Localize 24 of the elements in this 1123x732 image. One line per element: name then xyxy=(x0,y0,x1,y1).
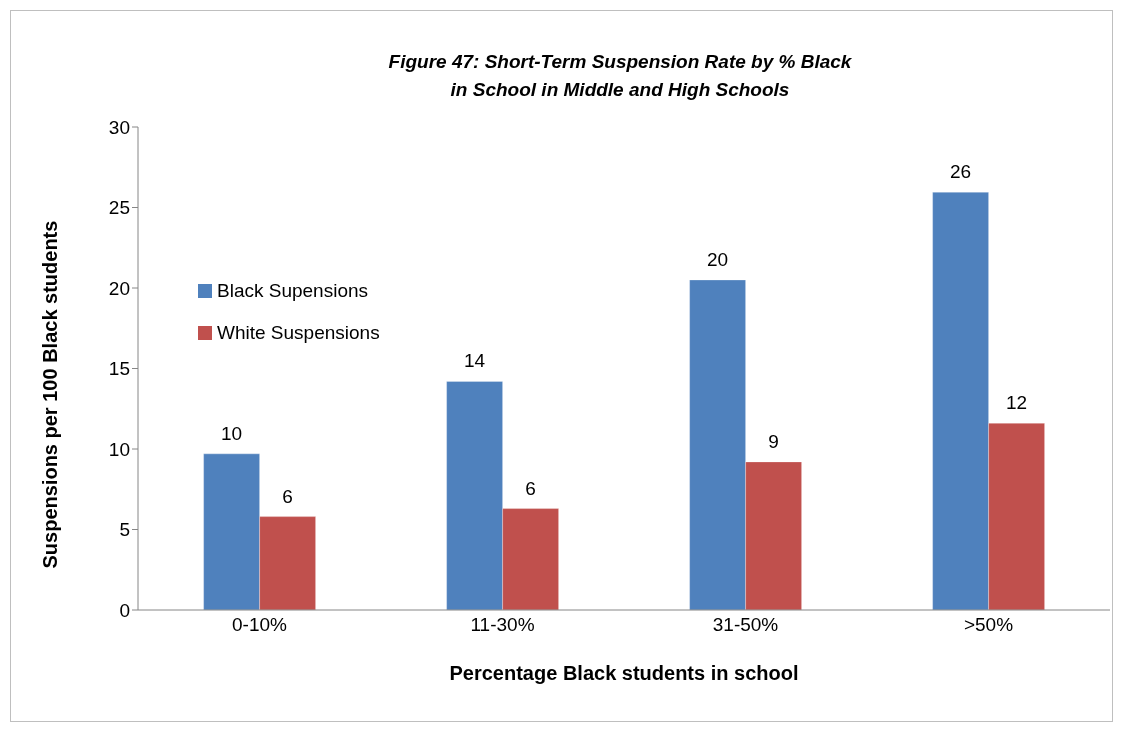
data-label: 12 xyxy=(1006,392,1028,414)
x-tick-label: 11-30% xyxy=(470,614,535,636)
x-tick-label: >50% xyxy=(963,614,1014,636)
y-tick-label: 5 xyxy=(119,519,130,541)
x-tick-label: 31-50% xyxy=(712,614,779,636)
legend-label: White Suspensions xyxy=(217,322,380,344)
y-tick-label: 10 xyxy=(108,438,130,460)
data-label: 26 xyxy=(950,161,972,183)
y-tick-label: 30 xyxy=(108,116,130,138)
data-label: 20 xyxy=(707,248,729,270)
y-tick-label: 0 xyxy=(119,599,130,621)
data-label: 6 xyxy=(525,477,536,499)
x-axis-title: Percentage Black students in school xyxy=(449,662,799,684)
data-label: 6 xyxy=(282,485,293,507)
y-tick-label: 25 xyxy=(108,197,130,219)
chart-title: Figure 47: Short-Term Suspension Rate by % Black in School in Middle and High Schools xyxy=(387,50,853,102)
data-label: 9 xyxy=(768,430,779,452)
legend-label: Black Supensions xyxy=(217,280,369,302)
y-tick-label: 15 xyxy=(108,358,130,380)
x-tick-label: 0-10% xyxy=(232,614,288,636)
data-label: 14 xyxy=(464,350,486,372)
y-axis-title: Suspensions per 100 Black students xyxy=(39,220,62,569)
y-tick-label: 20 xyxy=(108,277,130,299)
data-label: 10 xyxy=(221,422,243,444)
